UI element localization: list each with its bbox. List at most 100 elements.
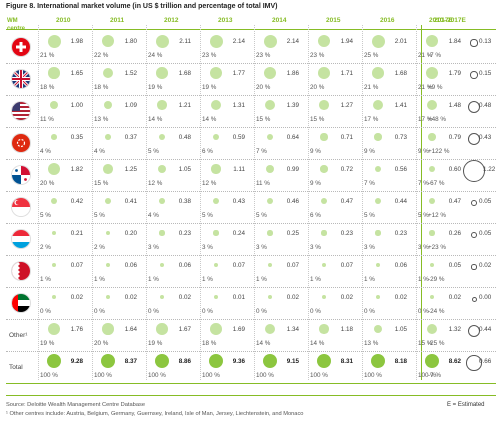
- change-ring: [471, 232, 477, 238]
- share-percent: 2 %: [94, 244, 105, 251]
- volume-bubble: [155, 354, 169, 368]
- row-separator: [6, 191, 496, 192]
- volume-value: 0.07: [232, 262, 245, 269]
- volume-value: 0.02: [394, 294, 407, 301]
- share-percent: 5 %: [418, 212, 429, 219]
- volume-bubble: [213, 294, 218, 299]
- volume-value: 1.00: [70, 102, 83, 109]
- volume-bubble: [47, 162, 61, 176]
- volume-value: 0.35: [70, 134, 83, 141]
- change-percent: -25 %: [428, 340, 445, 347]
- volume-bubble: [374, 133, 382, 141]
- panama-flag-icon: [12, 166, 30, 184]
- singapore-flag-icon: [12, 198, 30, 216]
- volume-bubble: [371, 34, 385, 48]
- volume-value: 1.69: [232, 326, 245, 333]
- row-separator: [6, 223, 496, 224]
- ring-value: 0.13: [479, 38, 492, 45]
- share-percent: 4 %: [94, 148, 105, 155]
- change-ring: [470, 71, 478, 79]
- row-separator: [6, 383, 496, 384]
- share-percent: 100 %: [148, 372, 166, 379]
- volume-value: 0.01: [232, 294, 245, 301]
- volume-value: 9.36: [232, 358, 245, 365]
- volume-bubble: [429, 230, 435, 236]
- share-percent: 21 %: [418, 52, 433, 59]
- volume-value: 0.21: [70, 230, 83, 237]
- share-percent: 20 %: [310, 84, 325, 91]
- volume-bubble: [263, 66, 277, 80]
- uk-flag-icon: [12, 70, 30, 88]
- volume-bubble: [157, 164, 167, 174]
- year-header: 2015: [326, 17, 341, 24]
- volume-value: 1.11: [233, 166, 245, 173]
- volume-bubble: [375, 230, 381, 236]
- volume-value: 0.23: [394, 230, 407, 237]
- volume-bubble: [425, 34, 439, 48]
- volume-value: 1.21: [178, 102, 191, 109]
- row-separator: [6, 351, 496, 352]
- share-percent: 9 %: [310, 180, 321, 187]
- volume-value: 0.79: [448, 134, 461, 141]
- change-ring: [471, 264, 477, 270]
- volume-bubble: [159, 230, 165, 236]
- year-header: 2014: [272, 17, 287, 24]
- volume-value: 1.80: [124, 38, 137, 45]
- share-percent: 0 %: [94, 308, 105, 315]
- volume-bubble: [47, 354, 61, 368]
- share-percent: 3 %: [148, 244, 159, 251]
- volume-value: 8.18: [394, 358, 407, 365]
- change-percent: +122 %: [428, 148, 450, 155]
- volume-value: 1.52: [124, 70, 137, 77]
- volume-bubble: [51, 294, 57, 300]
- share-percent: 0 %: [148, 308, 159, 315]
- change-percent: +12 %: [428, 212, 447, 219]
- volume-bubble: [157, 100, 167, 110]
- volume-value: 0.71: [340, 134, 353, 141]
- volume-bubble: [375, 262, 381, 268]
- volume-bubble: [209, 66, 222, 79]
- volume-value: 0.73: [394, 134, 407, 141]
- volume-value: 0.06: [124, 262, 137, 269]
- volume-bubble: [105, 262, 111, 268]
- volume-value: 0.44: [394, 198, 407, 205]
- volume-bubble: [374, 165, 382, 173]
- volume-value: 1.71: [340, 70, 353, 77]
- volume-bubble: [212, 133, 220, 141]
- wm-centre-header: WM centre: [7, 18, 26, 32]
- volume-bubble: [156, 67, 168, 79]
- share-percent: 0 %: [40, 308, 51, 315]
- volume-value: 1.09: [124, 102, 137, 109]
- share-percent: 0 %: [364, 308, 375, 315]
- share-percent: 13 %: [94, 116, 109, 123]
- volume-value: 1.34: [286, 326, 299, 333]
- share-percent: 23 %: [202, 52, 217, 59]
- volume-bubble: [105, 230, 111, 236]
- volume-value: 1.77: [232, 70, 245, 77]
- change-ring: [467, 100, 481, 114]
- volume-value: 2.14: [286, 38, 299, 45]
- year-header: 2010: [56, 17, 71, 24]
- year-header: 2012: [164, 17, 179, 24]
- ring-value: 0.02: [479, 262, 492, 269]
- volume-value: 9.28: [70, 358, 83, 365]
- column-separator: [200, 25, 201, 380]
- share-percent: 3 %: [310, 244, 321, 251]
- volume-value: 1.98: [70, 38, 83, 45]
- share-percent: 100 %: [364, 372, 382, 379]
- volume-value: 0.07: [70, 262, 83, 269]
- share-percent: 19 %: [148, 340, 163, 347]
- volume-value: 1.94: [340, 38, 353, 45]
- volume-value: 1.76: [70, 326, 83, 333]
- share-percent: 7 %: [418, 180, 429, 187]
- share-percent: 14 %: [256, 340, 271, 347]
- change-percent: -29 %: [428, 276, 445, 283]
- ring-value: 0.66: [479, 358, 492, 365]
- figure-title: Figure 8. International market volume (i…: [6, 3, 278, 10]
- share-percent: 7 %: [364, 180, 375, 187]
- volume-bubble: [319, 324, 329, 334]
- volume-value: 1.27: [340, 102, 353, 109]
- volume-bubble: [320, 133, 328, 141]
- volume-value: 0.02: [286, 294, 299, 301]
- share-percent: 1 %: [148, 276, 159, 283]
